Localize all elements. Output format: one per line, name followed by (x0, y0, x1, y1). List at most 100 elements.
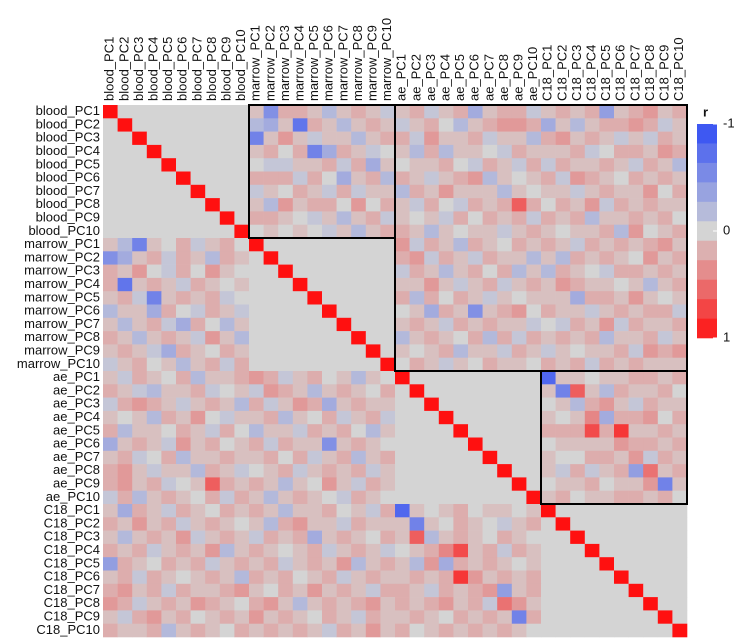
cell (322, 543, 337, 558)
cell (599, 530, 615, 545)
cell (146, 118, 162, 132)
cell (511, 557, 527, 571)
cell (249, 304, 264, 319)
cell (307, 610, 323, 624)
cell (132, 570, 148, 585)
cell (307, 504, 323, 518)
cell (526, 158, 542, 172)
cell (380, 357, 396, 372)
cell (146, 530, 162, 545)
cell (205, 450, 221, 465)
cell (161, 490, 177, 505)
cell (497, 184, 513, 199)
cell (176, 291, 191, 305)
cell (482, 238, 498, 252)
cell (263, 251, 279, 265)
cell (555, 198, 571, 212)
cell (351, 251, 367, 265)
cell (161, 583, 177, 598)
cell (468, 291, 483, 305)
cell (205, 344, 221, 358)
cell (161, 344, 177, 358)
cell (570, 264, 586, 279)
cell (278, 118, 294, 132)
cell (409, 158, 425, 172)
cell (205, 543, 221, 558)
cell (395, 557, 410, 571)
cell (511, 317, 527, 332)
cell (424, 317, 440, 332)
cell (292, 437, 308, 452)
cell (351, 344, 367, 358)
cell (263, 144, 279, 159)
cell (263, 450, 279, 465)
cell (584, 610, 600, 624)
cell (103, 623, 118, 638)
cell (365, 344, 381, 358)
cell (424, 623, 440, 638)
cell (395, 357, 410, 372)
cell (599, 144, 615, 159)
cell (278, 597, 294, 611)
cell (541, 623, 556, 638)
cell (511, 144, 527, 159)
cell (263, 105, 279, 119)
cell (672, 105, 688, 119)
cell (395, 211, 410, 225)
cell (190, 198, 206, 212)
cell (351, 517, 367, 531)
cell (234, 543, 250, 558)
cell (628, 517, 644, 531)
cell (263, 118, 279, 132)
cell (176, 530, 191, 545)
cell (497, 198, 513, 212)
cell (526, 583, 542, 598)
cell (365, 610, 381, 624)
cell (657, 477, 673, 491)
cell (511, 477, 527, 491)
column-label: blood_PC1 (102, 37, 117, 101)
cell (103, 171, 118, 186)
cell (438, 371, 454, 385)
cell (555, 264, 571, 279)
cell (468, 570, 483, 585)
cell (438, 623, 454, 638)
cell (395, 304, 410, 319)
cell (541, 424, 556, 438)
cell (541, 530, 556, 545)
cell (497, 158, 513, 172)
cell (409, 357, 425, 372)
cell (205, 317, 221, 332)
cell (468, 184, 483, 199)
cell (117, 490, 133, 505)
cell (234, 424, 250, 438)
cell (599, 357, 615, 372)
cell (307, 144, 323, 159)
cell (526, 277, 542, 292)
cell (322, 464, 337, 478)
cell (672, 304, 688, 319)
cell (249, 371, 264, 385)
cell (132, 517, 148, 531)
cell (453, 384, 469, 398)
cell (176, 344, 191, 358)
cell (657, 623, 673, 638)
cell (628, 450, 644, 465)
cell (672, 543, 688, 558)
cell (599, 277, 615, 292)
cell (249, 224, 264, 239)
cell (292, 238, 308, 252)
cell (541, 291, 556, 305)
legend-tick-label: 0 (723, 222, 730, 237)
cell (146, 610, 162, 624)
legend-swatch (697, 299, 717, 319)
cell (599, 477, 615, 491)
cell (555, 450, 571, 465)
cell (263, 304, 279, 319)
cell (365, 583, 381, 598)
cell (205, 504, 221, 518)
cell (161, 198, 177, 212)
cell (424, 410, 440, 425)
cell (322, 597, 337, 611)
cell (190, 118, 206, 132)
